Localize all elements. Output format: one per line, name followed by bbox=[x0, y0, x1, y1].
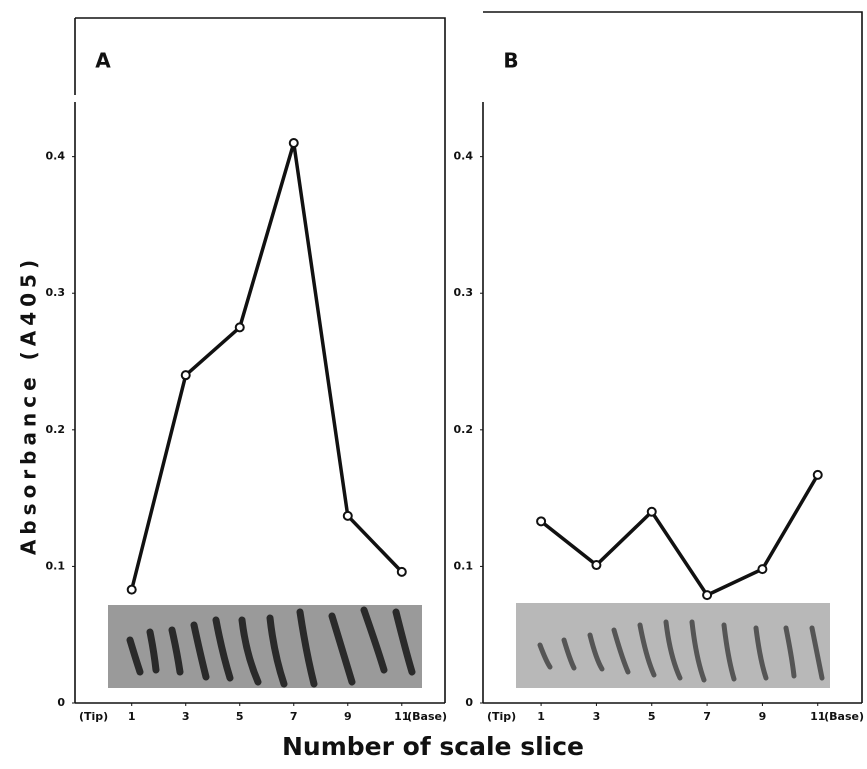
x-end-label: (Tip) bbox=[79, 710, 108, 723]
data-point bbox=[234, 322, 245, 333]
x-tick-label: 3 bbox=[593, 710, 601, 723]
x-tick-label: 9 bbox=[344, 710, 352, 723]
panel-frame bbox=[483, 11, 863, 703]
x-end-label: (Tip) bbox=[487, 710, 516, 723]
x-tick-label: 1 bbox=[537, 710, 545, 723]
panel-frame bbox=[75, 17, 446, 703]
y-tick-label: 0 bbox=[465, 696, 473, 709]
data-point bbox=[288, 137, 299, 148]
x-tick-label: 1 bbox=[128, 710, 136, 723]
data-point bbox=[180, 370, 191, 381]
y-tick-label: 0.4 bbox=[454, 150, 474, 163]
y-tick-label: 0.1 bbox=[454, 559, 474, 572]
y-tick-label: 0 bbox=[57, 696, 65, 709]
panel-label: B bbox=[503, 49, 518, 73]
x-tick-label: 11 bbox=[394, 710, 409, 723]
data-point bbox=[396, 566, 407, 577]
y-tick-label: 0.3 bbox=[454, 286, 474, 299]
y-tick-label: 0.3 bbox=[46, 286, 66, 299]
x-tick-label: 11 bbox=[810, 710, 825, 723]
x-tick-label: 5 bbox=[236, 710, 244, 723]
data-line bbox=[540, 474, 820, 598]
data-point bbox=[591, 560, 602, 571]
x-end-label: (Base) bbox=[407, 710, 447, 723]
y-tick-label: 0.4 bbox=[46, 150, 66, 163]
y-axis-label: Absorbance (A405) bbox=[17, 255, 41, 555]
data-point bbox=[126, 584, 137, 595]
y-tick-label: 0.2 bbox=[454, 423, 474, 436]
data-point bbox=[757, 564, 768, 575]
data-point bbox=[646, 506, 657, 517]
data-line bbox=[130, 142, 404, 591]
data-point bbox=[812, 469, 823, 480]
x-tick-label: 7 bbox=[290, 710, 298, 723]
panel-label: A bbox=[95, 49, 111, 73]
x-tick-label: 9 bbox=[759, 710, 767, 723]
x-tick-label: 5 bbox=[648, 710, 656, 723]
data-point bbox=[702, 590, 713, 601]
x-tick-label: 7 bbox=[703, 710, 711, 723]
data-point bbox=[536, 516, 547, 527]
data-point bbox=[342, 510, 353, 521]
y-tick-label: 0.1 bbox=[46, 559, 66, 572]
x-end-label: (Base) bbox=[824, 710, 864, 723]
photo-strip bbox=[108, 603, 830, 688]
y-tick-label: 0.2 bbox=[46, 423, 66, 436]
x-axis-label: Number of scale slice bbox=[282, 732, 584, 761]
x-tick-label: 3 bbox=[182, 710, 190, 723]
